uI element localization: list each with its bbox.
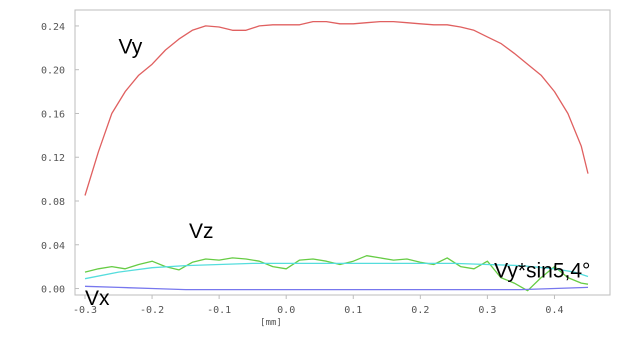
x-tick-label: 0.0 [277, 305, 295, 316]
y-tick-label: 0.04 [41, 241, 65, 252]
series-label-vx: Vx [85, 287, 110, 310]
y-tick-label: 0.12 [41, 153, 65, 164]
x-axis-ticks: -0.3 -0.2 -0.1 0.0 0.1 0.2 0.3 0.4 [73, 295, 563, 316]
y-tick-label: 0.24 [41, 22, 65, 33]
series-line-vz [84, 255, 589, 292]
plot-frame [74, 9, 611, 296]
series-line-vx [84, 285, 589, 291]
x-tick-label: -0.2 [140, 305, 164, 316]
series-line-vy [84, 20, 589, 196]
series-line-vy-sin5-4 [84, 262, 589, 280]
series-lines [84, 20, 589, 292]
series-label-vy-sin5-4: Vy*sin5,4° [494, 260, 590, 283]
x-tick-label: 0.4 [545, 305, 563, 316]
x-tick-label: 0.3 [478, 305, 496, 316]
series-label-vz: Vz [189, 220, 214, 243]
x-axis-label: [mm] [260, 318, 282, 328]
x-tick-label: 0.2 [411, 305, 429, 316]
series-labels: Vy Vz Vy*sin5,4° Vx [85, 35, 590, 310]
series-label-vy: Vy [119, 35, 143, 58]
y-tick-label: 0.16 [41, 109, 65, 120]
x-tick-label: -0.1 [207, 305, 231, 316]
y-tick-label: 0.00 [41, 285, 65, 296]
y-axis-ticks: 0.00 0.04 0.08 0.12 0.16 0.20 0.24 [41, 22, 79, 296]
x-tick-label: 0.1 [344, 305, 362, 316]
x-tick-label: -0.3 [73, 305, 97, 316]
y-tick-label: 0.20 [41, 66, 65, 77]
y-tick-label: 0.08 [41, 197, 65, 208]
